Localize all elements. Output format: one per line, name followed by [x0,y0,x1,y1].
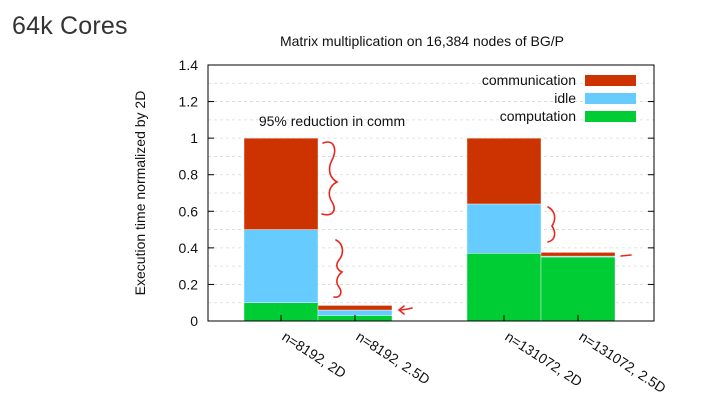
bar-computation [540,256,616,322]
x-tick-label: n=131072, 2.5D [576,328,669,396]
y-axis: 0 0.2 0.4 0.6 0.8 1 1.2 1.4 [179,57,654,329]
bar-idle [243,229,319,303]
x-tick-label: n=8192, 2D [279,328,349,381]
bar-idle [317,309,393,316]
y-tick-label: 0 [190,313,198,329]
legend-swatch [585,93,636,104]
legend-swatch [585,75,636,86]
arrow-mark-2 [620,254,632,257]
bar-communication [243,137,319,230]
plot-frame [207,64,655,322]
bar-communication [540,252,616,257]
hand-drawn-annotations [321,141,632,315]
x-tick-label: n=8192, 2.5D [353,328,433,387]
brace-mark-3 [547,206,556,243]
y-tick-label: 1.2 [179,94,199,110]
y-tick-label: 0.4 [179,240,199,256]
y-tick-label: 0.2 [179,276,199,292]
x-axis: n=8192, 2D n=8192, 2.5D n=131072, 2Dn=1310… [279,315,669,396]
bar-idle [466,203,542,254]
bar-communication [466,137,542,205]
slide-title: 64k Cores [12,12,128,40]
y-tick-label: 1.4 [179,57,199,73]
legend-label: computation [500,108,576,124]
chart-title: Matrix multiplication on 16,384 nodes of… [280,33,564,49]
arrow-mark-1 [397,305,413,315]
brace-mark-2 [333,239,344,298]
x-tick-label: n=131072, 2D [502,328,585,390]
brace-mark-1 [321,141,339,216]
legend: communication idle computation [482,72,636,124]
y-tick-label: 0.6 [179,203,199,219]
bars-group [243,137,616,322]
y-tick-label: 1 [190,130,198,146]
legend-label: idle [554,90,576,106]
legend-label: communication [482,72,576,88]
y-tick-label: 0.8 [179,167,199,183]
annotation-text: 95% reduction in comm [259,113,405,129]
legend-swatch [585,111,636,122]
bar-communication [317,305,393,311]
bar-computation [466,253,542,322]
y-axis-label: Execution time normalized by 2D [132,91,148,296]
